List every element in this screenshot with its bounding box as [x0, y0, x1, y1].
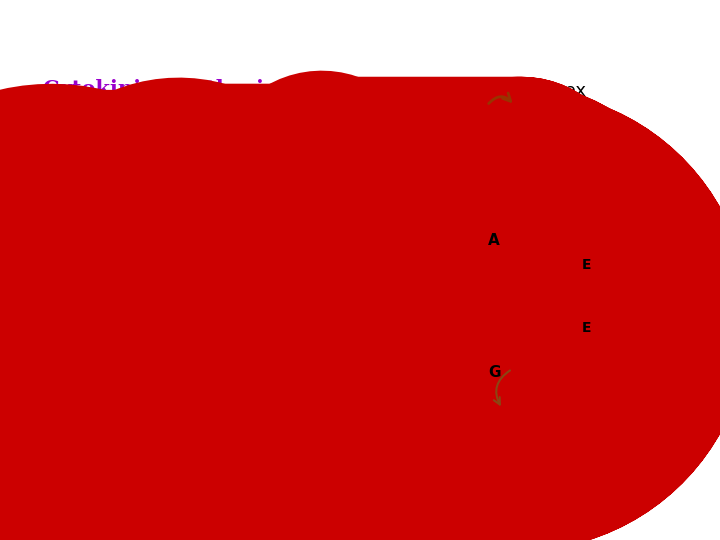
- Bar: [454, 161, 547, 215]
- Text: Most: Most: [96, 97, 147, 115]
- Text: Cytokinin Synthesis: Cytokinin Synthesis: [43, 79, 276, 99]
- Text: apex: apex: [544, 82, 588, 100]
- Text: E: E: [582, 258, 592, 272]
- Text: E: E: [582, 321, 592, 335]
- Text: leaf: leaf: [593, 363, 626, 381]
- Text: G: G: [488, 365, 501, 380]
- Polygon shape: [583, 160, 625, 205]
- Text: cytokinins are made at root
apical meristem & transported to
sinks in xylem: cytokinins are made at root apical meris…: [132, 97, 470, 157]
- Polygon shape: [555, 160, 625, 205]
- Polygon shape: [462, 123, 539, 161]
- Text: root: root: [481, 441, 521, 460]
- Bar: [454, 296, 547, 346]
- Bar: [515, 123, 523, 415]
- Text: A: A: [488, 233, 500, 248]
- Bar: [487, 123, 515, 415]
- Polygon shape: [555, 233, 625, 274]
- Ellipse shape: [466, 396, 536, 427]
- Bar: [454, 231, 547, 284]
- Polygon shape: [555, 298, 625, 336]
- Bar: [466, 354, 536, 411]
- Text: nodes and internodes: nodes and internodes: [431, 185, 444, 321]
